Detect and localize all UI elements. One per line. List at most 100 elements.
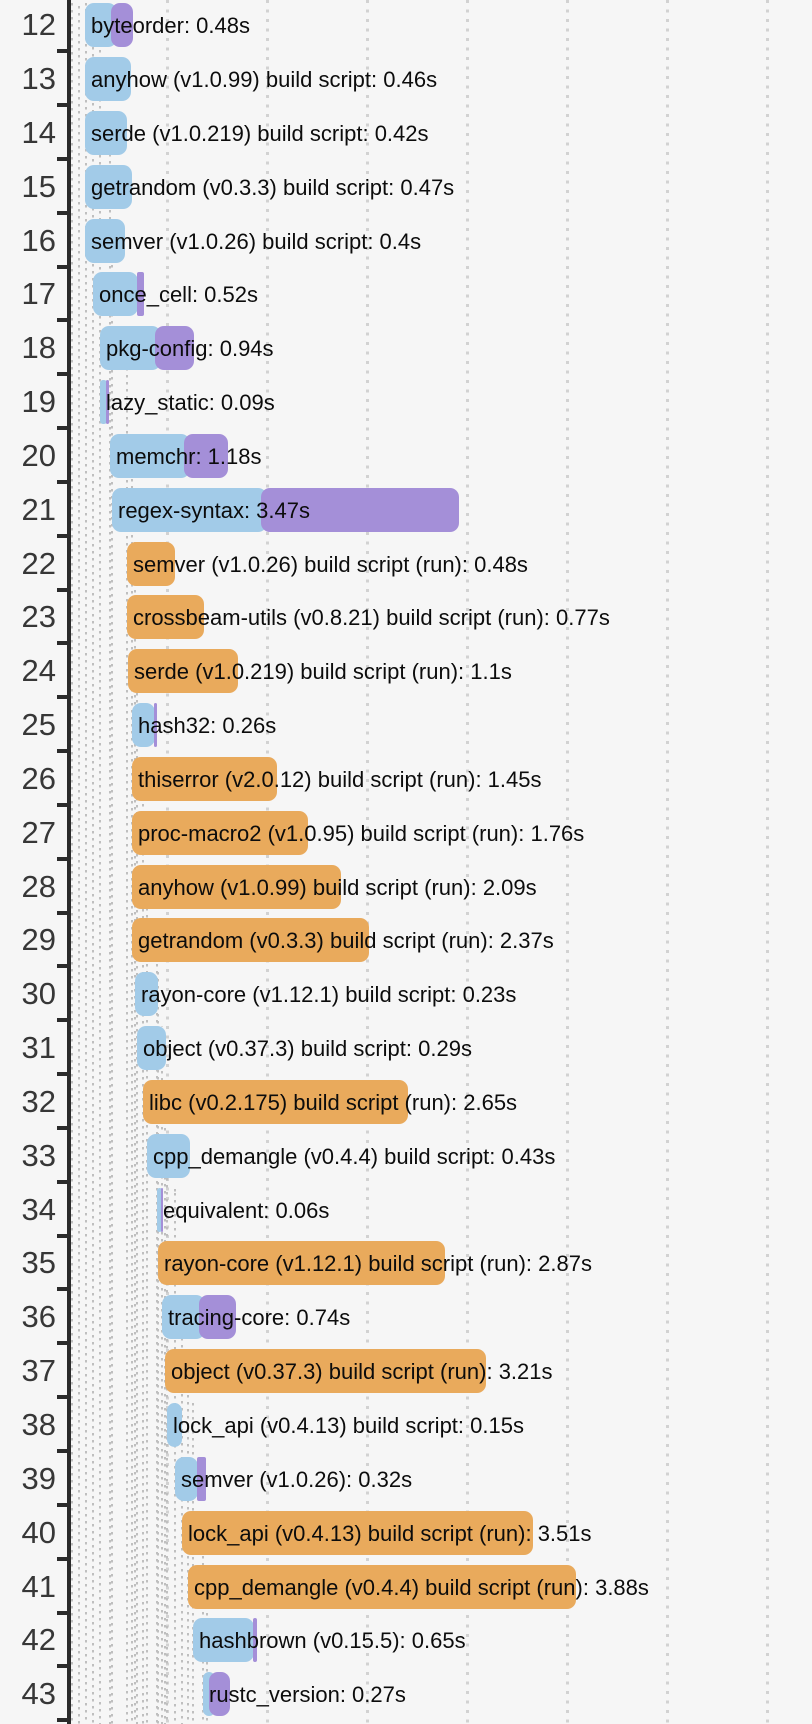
unit-label: proc-macro2 (v1.0.95) build script (run)… — [138, 820, 585, 846]
axis-tick — [57, 264, 68, 269]
row-number: 32 — [21, 1083, 56, 1119]
dependency-line — [157, 972, 159, 1724]
gridline-1s — [166, 0, 169, 1724]
unit-bar-codegen — [199, 1295, 236, 1340]
axis-tick — [57, 479, 68, 484]
row-number: 28 — [21, 868, 56, 904]
unit-label: rayon-core (v1.12.1) build script (run):… — [164, 1251, 592, 1277]
unit-bar-compile — [85, 164, 132, 209]
unit-bar-codegen — [111, 3, 133, 48]
unit-bar-compile — [85, 57, 131, 101]
dependency-line — [146, 864, 148, 1724]
dependency-line — [142, 756, 144, 1724]
gridline-4s — [466, 0, 469, 1724]
gridline-6s — [666, 0, 669, 1724]
row-number: 43 — [21, 1676, 56, 1712]
dependency-line — [92, 3, 94, 1724]
unit-label: cpp_demangle (v0.4.4) build script: 0.43… — [153, 1143, 556, 1169]
axis-tick — [57, 49, 68, 54]
unit-label: anyhow (v1.0.99) build script (run): 2.0… — [138, 874, 537, 900]
unit-label: rustc_version: 0.27s — [209, 1682, 406, 1708]
row-number: 42 — [21, 1622, 56, 1658]
unit-bar-build-script-run — [188, 1564, 576, 1609]
unit-label: byteorder: 0.48s — [91, 13, 250, 39]
row-number: 41 — [21, 1568, 56, 1604]
unit-label: getrandom (v0.3.3) build script (run): 2… — [138, 928, 554, 954]
axis-tick — [57, 533, 68, 538]
unit-bar-compile — [93, 272, 138, 317]
dependency-line — [136, 649, 138, 1724]
row-number: 31 — [21, 1030, 56, 1066]
axis-tick — [57, 641, 68, 646]
dependency-line — [85, 3, 87, 1724]
unit-bar-compile — [175, 1456, 198, 1501]
axis-tick — [57, 802, 68, 807]
row-number: 33 — [21, 1137, 56, 1173]
unit-label: regex-syntax: 3.47s — [118, 497, 310, 523]
dependency-line — [71, 3, 73, 1724]
row-number: 12 — [21, 7, 56, 43]
axis-tick — [57, 856, 68, 861]
unit-label: pkg-config: 0.94s — [106, 336, 274, 362]
dependency-line — [78, 3, 80, 1724]
row-number: 19 — [21, 384, 56, 420]
axis-line — [67, 0, 71, 1724]
unit-label: semver (v1.0.26) build script (run): 0.4… — [133, 551, 528, 577]
unit-bar-compile — [85, 218, 125, 263]
unit-bar-compile — [100, 326, 161, 371]
dependency-line — [109, 110, 111, 1724]
row-number: 23 — [21, 599, 56, 635]
row-number: 34 — [21, 1191, 56, 1227]
gridline-5s — [566, 0, 569, 1724]
row-number: 17 — [21, 276, 56, 312]
unit-bar-codegen — [137, 272, 144, 317]
unit-label: hashbrown (v0.15.5): 0.65s — [199, 1628, 466, 1654]
unit-bar-compile — [147, 1133, 190, 1178]
unit-label: object (v0.37.3) build script (run): 3.2… — [171, 1359, 553, 1385]
row-number: 40 — [21, 1514, 56, 1550]
axis-tick — [57, 910, 68, 915]
dependency-line — [181, 1295, 183, 1724]
dependency-line — [192, 1403, 194, 1724]
unit-label: semver (v1.0.26): 0.32s — [181, 1466, 413, 1492]
axis-tick — [57, 1556, 68, 1561]
unit-bar-build-script-run — [132, 810, 308, 855]
unit-bar-compile — [112, 487, 267, 532]
axis-tick — [57, 1072, 68, 1077]
axis-tick — [57, 1179, 68, 1184]
row-number: 27 — [21, 814, 56, 850]
unit-bar-build-script-run — [127, 595, 204, 640]
unit-bar-compile — [137, 1026, 166, 1071]
unit-bar-compile — [132, 703, 155, 748]
row-number: 18 — [21, 330, 56, 366]
axis-tick — [57, 1664, 68, 1669]
unit-bar-codegen — [253, 1618, 257, 1663]
row-number: 21 — [21, 491, 56, 527]
axis-tick — [57, 587, 68, 592]
axis-tick — [57, 426, 68, 431]
unit-label: rayon-core (v1.12.1) build script: 0.23s — [141, 982, 517, 1008]
unit-bar-codegen — [155, 326, 194, 371]
axis-tick — [57, 695, 68, 700]
row-number: 36 — [21, 1299, 56, 1335]
row-number: 22 — [21, 545, 56, 581]
unit-label: lazy_static: 0.09s — [106, 390, 275, 416]
unit-label: lock_api (v0.4.13) build script: 0.15s — [173, 1413, 524, 1438]
row-number: 13 — [21, 61, 56, 96]
unit-label: libc (v0.2.175) build script (run): 2.65… — [149, 1089, 518, 1115]
unit-bar-build-script-run — [132, 918, 369, 963]
row-number: 35 — [21, 1245, 56, 1281]
axis-tick — [57, 1341, 68, 1346]
unit-bar-build-script-run — [127, 541, 175, 586]
dependency-line — [134, 541, 136, 1724]
unit-bar-compile — [157, 1187, 162, 1232]
row-number: 26 — [21, 760, 56, 796]
dependency-line — [111, 218, 113, 1724]
unit-bar-codegen — [106, 380, 109, 425]
axis-tick — [57, 1449, 68, 1453]
gridline-2s — [266, 0, 269, 1724]
axis-tick — [57, 372, 68, 377]
row-number: 15 — [21, 168, 56, 204]
axis-tick — [57, 103, 68, 107]
unit-label: lock_api (v0.4.13) build script (run): 3… — [188, 1520, 592, 1546]
